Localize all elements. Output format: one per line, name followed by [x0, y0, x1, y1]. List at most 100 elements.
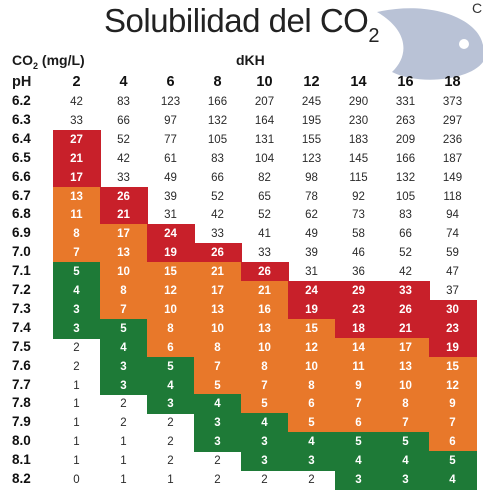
ph-row-label: 7.2: [12, 282, 31, 297]
co2-value-cell: 3: [214, 417, 221, 430]
co2-value-cell: 26: [117, 190, 130, 203]
co2-value-cell: 5: [261, 398, 268, 411]
co2-value-cell: 3: [73, 322, 80, 335]
cell-color-band: [53, 318, 101, 339]
co2-value-cell: 4: [73, 285, 80, 297]
co2-value-cell: 19: [446, 341, 459, 354]
co2-value-cell: 3: [355, 474, 362, 486]
co2-value-cell: 33: [258, 247, 271, 260]
dkh-axis-label: dKH: [236, 52, 265, 68]
cell-color-band: [194, 299, 242, 320]
co2-value-cell: 18: [352, 322, 365, 335]
co2-value-cell: 8: [214, 341, 221, 354]
co2-value-cell: 15: [305, 322, 318, 335]
cell-color-band: [241, 299, 289, 320]
co2-value-cell: 4: [214, 398, 221, 411]
co2-value-cell: 131: [254, 133, 275, 146]
cell-color-band: [147, 281, 195, 301]
co2-value-cell: 3: [402, 474, 409, 486]
cell-color-band: [241, 432, 289, 453]
cell-color-band: [53, 129, 101, 150]
cell-color-band: [100, 243, 148, 264]
co2-value-cell: 33: [211, 228, 224, 241]
cell-color-band: [429, 470, 477, 490]
co2-value-cell: 13: [258, 322, 271, 335]
co2-value-cell: 3: [120, 360, 127, 373]
co2-value-cell: 132: [395, 171, 416, 184]
co2-value-cell: 105: [207, 133, 228, 146]
co2-value-cell: 207: [254, 96, 275, 108]
co2-value-cell: 7: [402, 417, 409, 430]
cell-color-band: [288, 299, 336, 320]
fish-body-shape: [377, 8, 483, 80]
co2-value-cell: 49: [305, 228, 318, 241]
co2-value-cell: 61: [164, 152, 177, 165]
co2-value-cell: 10: [117, 266, 130, 279]
cell-color-band: [147, 299, 195, 320]
cell-color-band: [53, 281, 101, 301]
cell-color-band: [429, 394, 477, 415]
co2-value-cell: 123: [301, 152, 322, 165]
cell-color-band: [241, 375, 289, 396]
co2-value-cell: 8: [73, 228, 80, 241]
co2-value-cell: 3: [167, 398, 174, 411]
co2-value-cell: 37: [446, 285, 459, 297]
co2-value-cell: 12: [305, 341, 318, 354]
cell-color-band: [288, 432, 336, 453]
co2-value-cell: 83: [117, 96, 130, 108]
co2-value-cell: 3: [73, 303, 80, 316]
cell-color-band: [53, 148, 101, 169]
cell-color-band: [382, 375, 430, 396]
co2-value-cell: 1: [73, 398, 80, 411]
co2-value-cell: 66: [211, 171, 224, 184]
cell-color-band: [382, 318, 430, 339]
cell-color-band: [429, 451, 477, 471]
cell-color-band: [194, 432, 242, 453]
co2-value-cell: 290: [348, 96, 369, 108]
co2-value-cell: 31: [164, 209, 177, 222]
co2-value-cell: 47: [446, 266, 459, 279]
cell-color-band: [241, 356, 289, 377]
title-subscript: 2: [368, 25, 379, 47]
dkh-column-header: 10: [256, 74, 273, 90]
cell-color-band: [194, 281, 242, 301]
co2-value-cell: 8: [308, 379, 315, 392]
co2-value-cell: 27: [70, 133, 83, 146]
co2-value-cell: 8: [402, 398, 409, 411]
co2-value-cell: 1: [73, 436, 80, 449]
co2-value-cell: 23: [352, 303, 365, 316]
co2-value-cell: 2: [167, 436, 174, 449]
co2-value-cell: 13: [399, 360, 412, 373]
ph-row-label: 7.3: [12, 300, 31, 316]
co2-value-cell: 17: [117, 228, 130, 241]
co2-value-cell: 36: [352, 266, 365, 279]
co2-value-cell: 104: [254, 152, 275, 165]
fish-eye: [459, 39, 469, 49]
co2-value-cell: 62: [305, 209, 318, 222]
co2-value-cell: 52: [399, 247, 412, 260]
co2-value-cell: 3: [214, 436, 221, 449]
co2-value-cell: 15: [446, 360, 459, 373]
co2-value-cell: 92: [352, 190, 365, 203]
cell-color-band: [194, 318, 242, 339]
co2-prefix: CO: [12, 52, 33, 68]
cell-color-band: [288, 356, 336, 377]
co2-value-cell: 263: [395, 114, 416, 127]
co2-value-cell: 59: [446, 247, 459, 260]
co2-value-cell: 1: [73, 379, 80, 392]
co2-value-cell: 33: [399, 285, 412, 297]
co2-suffix: (mg/L): [38, 52, 85, 68]
dkh-column-header: 4: [119, 74, 128, 90]
co2-value-cell: 2: [214, 455, 221, 468]
co2-value-cell: 123: [160, 96, 181, 108]
co2-value-cell: 1: [120, 455, 127, 468]
co2-value-cell: 12: [446, 379, 459, 392]
co2-value-cell: 1: [167, 474, 174, 486]
co2-value-cell: 5: [214, 379, 221, 392]
cell-color-band: [100, 205, 148, 226]
co2-value-cell: 3: [261, 455, 268, 468]
cell-color-band: [288, 413, 336, 434]
cell-color-band: [288, 394, 336, 415]
dkh-column-header: 6: [166, 74, 175, 90]
ph-row-label: 8.0: [12, 433, 31, 449]
